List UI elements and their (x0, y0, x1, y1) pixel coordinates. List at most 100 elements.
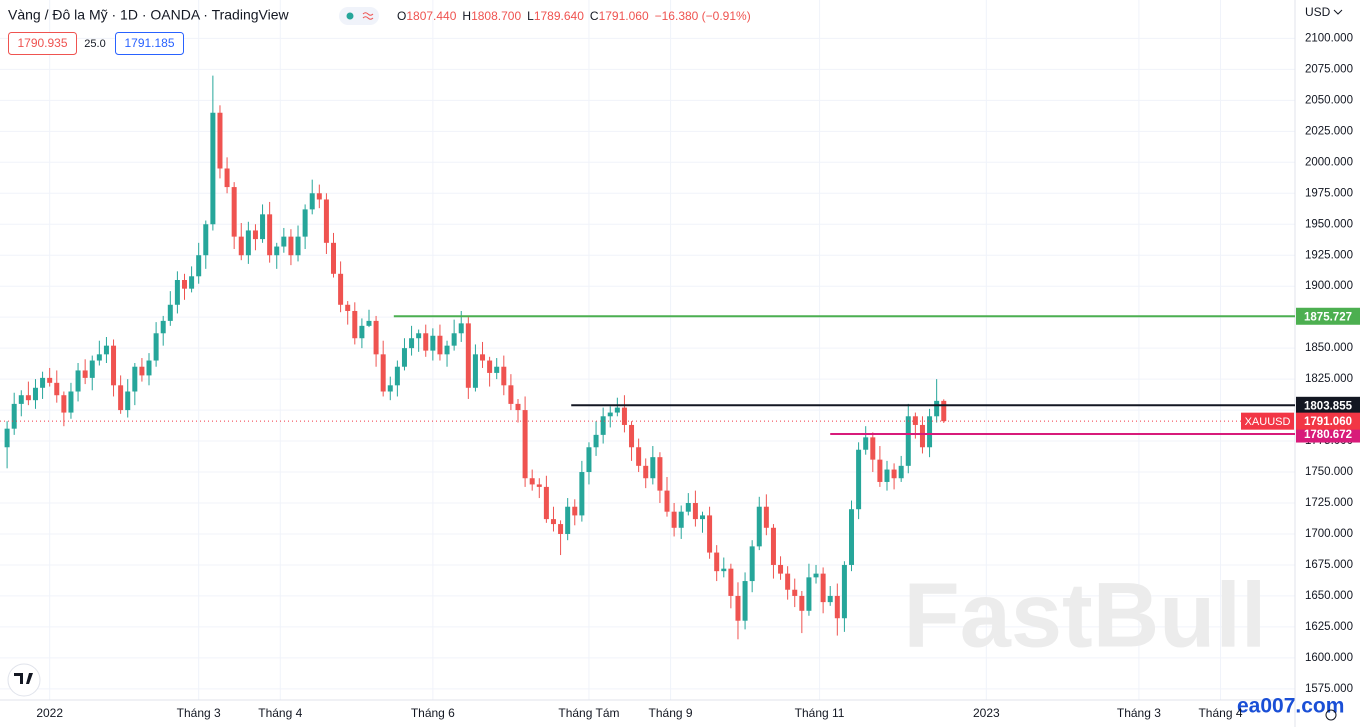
y-tick-label: 2100.000 (1305, 32, 1353, 44)
buy-box[interactable] (115, 32, 184, 55)
candle-body (437, 335, 443, 355)
plot (0, 75, 1295, 640)
spread: 25.0 (84, 38, 105, 50)
candle-body (650, 457, 656, 479)
candle-body (203, 224, 209, 256)
candle-body (707, 515, 713, 553)
candle-body (61, 395, 67, 413)
candle-body (480, 354, 486, 361)
candle-body (515, 403, 521, 411)
candle-body (472, 354, 478, 388)
ask: 1791.185 (124, 36, 174, 50)
candle-body (671, 511, 677, 528)
candle-body (252, 230, 258, 240)
status-pill[interactable] (339, 7, 379, 25)
x-tick-label: Tháng 6 (411, 706, 455, 720)
level-label-bg (1296, 307, 1360, 325)
candle-body (792, 589, 798, 596)
y-tick-label: 1825.000 (1305, 373, 1353, 385)
level-label: 1803.855 (1304, 400, 1353, 412)
symbol-tag: XAUUSD (1245, 416, 1291, 428)
symbol-tag-bg (1241, 412, 1294, 430)
candle-body (834, 595, 840, 619)
candle-body (508, 385, 514, 404)
candle-body (927, 416, 933, 448)
candle-body (891, 469, 897, 479)
candle-body (338, 273, 344, 305)
candle-body (217, 112, 223, 169)
candle-body (586, 447, 592, 473)
candle-body (68, 391, 74, 413)
candle-body (934, 400, 940, 417)
candle-body (487, 360, 493, 373)
currency-caret (1333, 9, 1343, 15)
y-tick-label: 1950.000 (1305, 218, 1353, 230)
candle-body (529, 478, 535, 485)
y-tick-label: 1850.000 (1305, 342, 1353, 354)
tv-logo[interactable] (7, 663, 41, 697)
candle-body (96, 354, 102, 361)
candle-body (607, 412, 613, 417)
candle-body (813, 573, 819, 578)
candle-body (550, 519, 556, 525)
candle-body (714, 552, 720, 572)
candle-body (416, 333, 422, 339)
candle-body (543, 486, 549, 520)
h-value: 1808.700 (471, 9, 521, 23)
candle-body (231, 187, 237, 237)
level-label: 1780.672 (1304, 429, 1352, 441)
candle-body (373, 320, 379, 355)
market-open-dot (346, 12, 354, 20)
y-tick-label: 1600.000 (1305, 652, 1353, 664)
candle-body (89, 360, 95, 378)
x-tick-label: 2022 (36, 706, 63, 720)
level-label: 1875.727 (1304, 311, 1352, 323)
candle-body (629, 424, 635, 448)
candle-body (799, 595, 805, 611)
h-label: H (462, 9, 471, 23)
change: −16.380 (−0.91%) (655, 9, 751, 23)
candle-body (849, 509, 855, 565)
candle-body (444, 345, 450, 355)
candle-body (770, 527, 776, 565)
candle-body (75, 370, 81, 392)
candle-body (593, 434, 599, 448)
candle-body (160, 320, 166, 334)
currency[interactable]: USD (1305, 5, 1331, 19)
candle-body (146, 360, 152, 376)
candle-body (111, 345, 117, 386)
x-tick-label: Tháng 4 (1198, 706, 1242, 720)
candle-body (32, 387, 38, 401)
candle-body (387, 385, 393, 392)
candle-body (494, 366, 500, 373)
candle-body (352, 310, 358, 339)
y-tick-label: 1925.000 (1305, 249, 1353, 261)
candle-body (260, 214, 266, 240)
symbol-title[interactable]: Vàng / Đô la Mỹ · 1D · OANDA · TradingVi… (8, 7, 290, 23)
ohlc: O1807.440 H1808.700 L1789.640 C1791.060 −16.… (397, 9, 751, 23)
candle-body (579, 472, 585, 516)
candle-body (572, 506, 578, 516)
sell-box[interactable] (8, 32, 77, 55)
candle-body (905, 416, 911, 466)
candle-body (103, 345, 109, 355)
delay-icon (362, 12, 374, 20)
candle-body (345, 304, 351, 311)
level-label-bg (1296, 396, 1360, 414)
candle-body (174, 280, 180, 305)
candle-body (657, 457, 663, 491)
candle-body (941, 400, 947, 422)
settings-icon[interactable] (1325, 709, 1337, 721)
candle-body (735, 595, 741, 621)
candle-body (409, 338, 415, 349)
candle-body (841, 564, 847, 619)
x-tick-label: Tháng Tám (558, 706, 619, 720)
y-tick-label: 1750.000 (1305, 466, 1353, 478)
candle-body (806, 577, 812, 611)
x-tick-label: Tháng 3 (177, 706, 221, 720)
candle-body (210, 112, 216, 225)
x-tick-label: Tháng 11 (795, 706, 845, 720)
candle-body (898, 465, 904, 479)
candle-body (323, 199, 329, 243)
candle-body (884, 469, 890, 482)
